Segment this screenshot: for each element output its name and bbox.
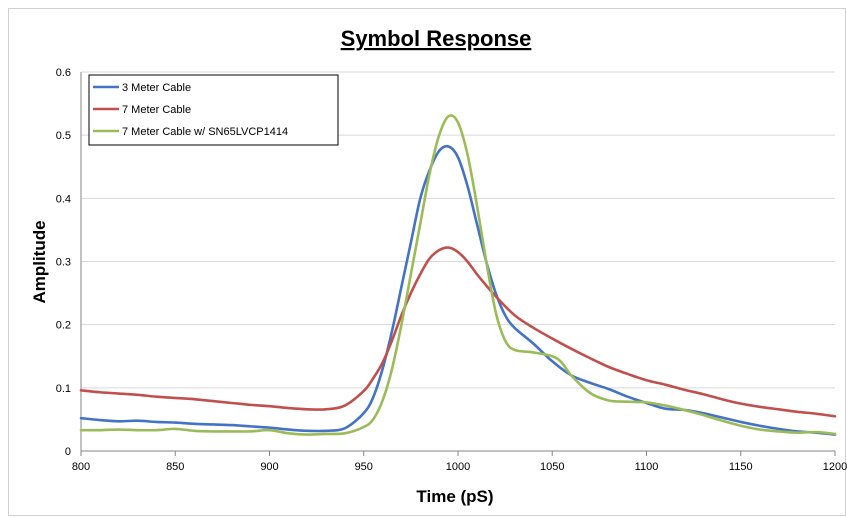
x-tick-label: 1000 [446,461,470,473]
chart-frame [8,8,846,516]
y-tick-label: 0.4 [56,193,71,205]
x-tick-label: 1050 [540,461,564,473]
legend-label: 3 Meter Cable [122,82,191,94]
y-tick-label: 0 [65,446,71,458]
chart-title: Symbol Response [341,26,532,51]
x-tick-label: 850 [166,461,184,473]
x-tick-label: 900 [260,461,278,473]
x-tick-label: 800 [72,461,90,473]
y-tick-label: 0.3 [56,257,71,269]
axis-layer: 0 0.1 0.2 0.3 0.4 0.5 0.6 800 850 900 950 1000 1050 1… [56,67,847,473]
series-line-2 [79,246,837,418]
x-tick-label: 1150 [729,461,753,473]
x-axis-label: Time (pS) [416,487,493,506]
legend-label: 7 Meter Cable w/ SN65LVCP1414 [122,126,288,138]
y-tick-label: 0.5 [56,130,71,142]
legend: 3 Meter Cable 7 Meter Cable 7 Meter Cable … [88,74,339,146]
x-tick-label: 1100 [635,461,659,473]
series-line-3 [79,114,837,436]
legend-box [88,74,339,146]
y-axis-label: Amplitude [30,220,49,303]
series-layer [79,114,837,436]
series-line-1 [79,144,837,436]
legend-label: 7 Meter Cable [122,104,191,116]
y-tick-label: 0.1 [56,383,71,395]
y-tick-label: 0.6 [56,67,71,79]
x-tick-label: 950 [355,461,373,473]
y-tick-label: 0.2 [56,320,71,332]
x-tick-label: 1200 [823,461,847,473]
